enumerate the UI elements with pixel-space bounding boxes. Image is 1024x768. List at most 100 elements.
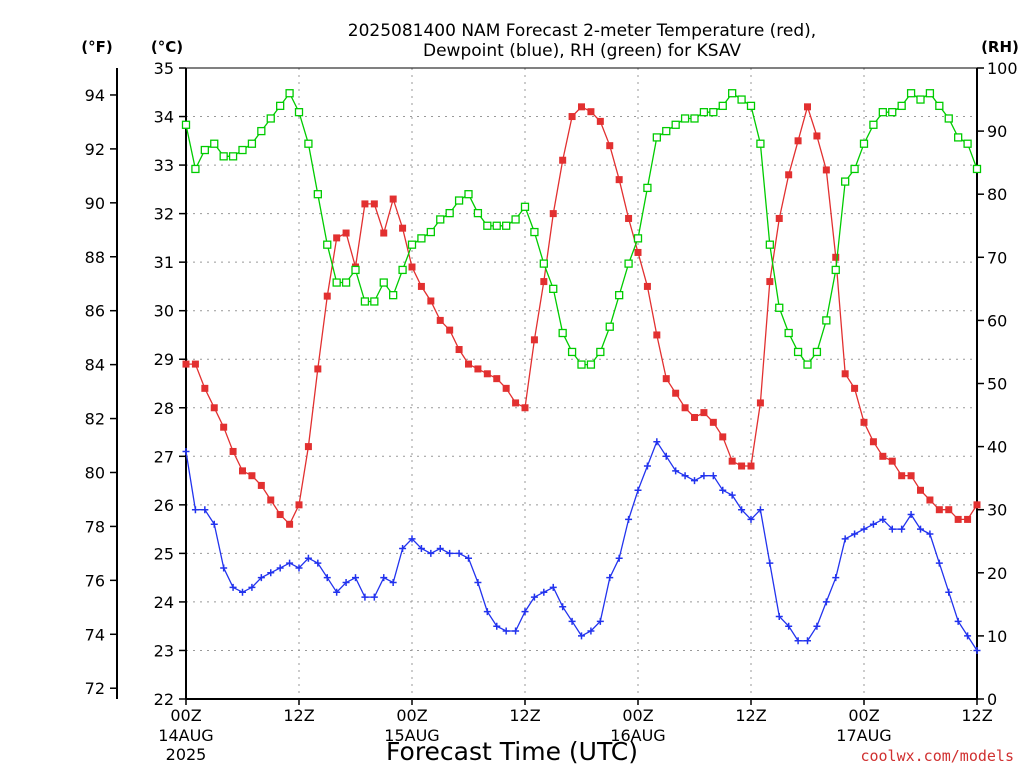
rh-point [502, 221, 511, 230]
dewpoint-point [389, 579, 397, 587]
rh-point [756, 139, 765, 148]
temperature-point [954, 515, 962, 523]
dewpoint-point [276, 564, 284, 572]
rh-tick-label: 40 [987, 438, 1007, 457]
plot-grid [185, 67, 978, 700]
temperature-point [483, 370, 491, 378]
temperature-point [191, 360, 199, 368]
temperature-point [210, 404, 218, 412]
dewpoint-point [267, 569, 275, 577]
rh-point [850, 164, 859, 174]
temperature-point [502, 384, 510, 392]
rh-point [558, 328, 567, 338]
rh-point [181, 120, 191, 129]
rh-point [925, 89, 935, 98]
dewpoint-point [295, 564, 303, 572]
temperature-point [436, 316, 444, 324]
dewpoint-point [483, 608, 491, 616]
rh-tick-label: 0 [987, 690, 997, 709]
series-layer [181, 89, 982, 654]
fahrenheit-tick-label: 72 [85, 679, 105, 698]
temperature-point [822, 166, 830, 174]
dewpoint-point [559, 603, 567, 611]
rh-point [822, 316, 831, 325]
temperature-point [662, 375, 670, 383]
rh-point [407, 240, 417, 249]
temperature-point [257, 481, 265, 489]
temperature-point [587, 108, 595, 116]
rh-point [643, 183, 652, 193]
dewpoint-point [766, 559, 774, 567]
rh-point [935, 101, 944, 111]
rh-tick-label: 80 [987, 185, 1007, 204]
temperature-point [898, 472, 906, 480]
x-tick-label: 00Z [396, 706, 427, 725]
dewpoint-point [446, 549, 454, 557]
temperature-point [512, 399, 520, 407]
dewpoint-point [220, 564, 228, 572]
dewpoint-point [455, 549, 463, 557]
rh-point [699, 108, 709, 117]
dewpoint-point [964, 632, 972, 640]
rh-point [511, 215, 520, 224]
dewpoint-point [286, 559, 294, 567]
rh-point [539, 259, 548, 268]
temperature-point [879, 452, 887, 460]
celsius-tick-label: 28 [154, 399, 174, 418]
temperature-point [455, 346, 463, 354]
rh-point [784, 328, 793, 338]
fahrenheit-tick-label: 82 [85, 410, 105, 429]
celsius-tick-label: 31 [154, 253, 174, 272]
temperature-point [559, 156, 567, 164]
dewpoint-point [568, 617, 576, 625]
dewpoint-point [691, 477, 698, 485]
rh-point [370, 297, 379, 306]
celsius-tick-label: 30 [154, 302, 174, 321]
rh-point [878, 108, 887, 117]
dewpoint-point [681, 472, 689, 480]
temperature-point [606, 142, 614, 150]
temperature-point [804, 103, 811, 111]
temperature-point [474, 365, 482, 373]
rh-point [398, 265, 407, 275]
dewpoint-point [804, 637, 811, 645]
dewpoint-point [851, 530, 859, 538]
rh-point [238, 145, 247, 155]
temperature-point [370, 200, 378, 208]
temperature-point [653, 331, 661, 339]
rh-tick-label: 90 [987, 122, 1007, 141]
rh-point [454, 196, 464, 205]
rh-point [426, 227, 435, 237]
dewpoint-point [474, 579, 482, 587]
temperature-point [709, 418, 717, 426]
fahrenheit-tick-label: 88 [85, 248, 105, 267]
rh-point [662, 126, 671, 136]
dewpoint-point [578, 632, 585, 640]
temperature-point [907, 472, 915, 480]
dewpoint-point [436, 545, 444, 553]
rh-point [671, 120, 680, 129]
dewpoint-point [926, 530, 934, 538]
x-tick-date: 14AUG [158, 726, 213, 745]
rh-point [200, 145, 209, 155]
temperature-point [323, 292, 331, 300]
temperature-point [295, 501, 303, 509]
dewpoint-point [756, 506, 764, 514]
temperature-point [860, 418, 868, 426]
fahrenheit-tick-label: 76 [85, 571, 105, 590]
dewpoint-series [182, 438, 981, 654]
rh-point [897, 101, 906, 111]
dewpoint-point [502, 627, 510, 635]
rh-point [624, 259, 633, 268]
rh-point [341, 278, 351, 287]
celsius-tick-label: 29 [154, 350, 174, 369]
temperature-point [888, 457, 896, 465]
dewpoint-point [210, 520, 218, 528]
temperature-point [719, 433, 727, 441]
rh-point [266, 114, 275, 123]
temperature-point [304, 443, 312, 451]
dewpoint-point [512, 627, 520, 635]
temperature-point [615, 176, 623, 184]
dewpoint-point [493, 622, 501, 630]
temperature-point [851, 384, 859, 392]
